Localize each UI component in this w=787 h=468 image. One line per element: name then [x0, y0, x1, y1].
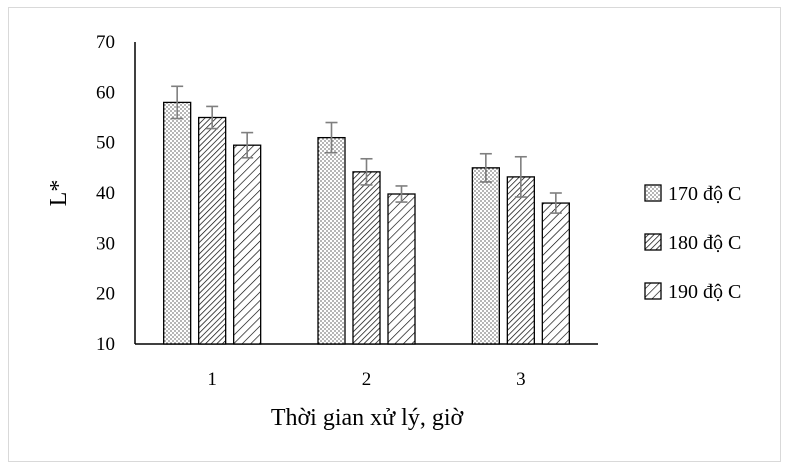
- y-tick-label: 60: [96, 82, 115, 103]
- y-tick-label: 30: [96, 233, 115, 254]
- legend: 170 độ C 180 độ C 190 độ C: [644, 183, 741, 303]
- legend-item: 180 độ C: [644, 232, 741, 254]
- bar-170-độ-C-2: [317, 136, 346, 345]
- y-tick-label: 40: [96, 183, 115, 204]
- x-axis-title: Thời gian xử lý, giờ: [271, 405, 464, 431]
- legend-item: 170 độ C: [644, 183, 741, 205]
- error-bar: [241, 131, 254, 159]
- y-tick-label: 10: [96, 334, 115, 355]
- y-tick-label: 70: [96, 32, 115, 53]
- bar-170-độ-C-3: [471, 167, 500, 345]
- bar-180-độ-C-1: [198, 116, 227, 345]
- bar-190-độ-C-2: [387, 193, 416, 345]
- x-tick-label: 1: [207, 369, 217, 390]
- error-bar: [549, 192, 562, 214]
- bar-170-độ-C-1: [163, 101, 192, 345]
- legend-swatch: [644, 233, 662, 251]
- bar-190-độ-C-1: [233, 144, 262, 345]
- y-tick-label: 50: [96, 133, 115, 154]
- legend-label: 170 độ C: [668, 183, 741, 205]
- legend-item: 190 độ C: [644, 281, 741, 303]
- legend-swatch: [644, 184, 662, 202]
- error-bar: [395, 185, 408, 203]
- error-bar: [325, 121, 338, 154]
- bar-180-độ-C-2: [352, 171, 381, 345]
- legend-label: 190 độ C: [668, 281, 741, 303]
- error-bar: [206, 105, 219, 130]
- error-bar: [360, 157, 373, 186]
- y-axis-title: L*: [46, 180, 72, 207]
- x-tick-label: 3: [516, 369, 526, 390]
- error-bar: [171, 85, 184, 120]
- x-tick-label: 2: [362, 369, 372, 390]
- legend-swatch: [644, 282, 662, 300]
- bar-180-độ-C-3: [506, 176, 535, 345]
- error-bar: [479, 152, 492, 183]
- legend-label: 180 độ C: [668, 232, 741, 254]
- bar-190-độ-C-3: [541, 202, 570, 345]
- error-bar: [514, 155, 527, 198]
- y-tick-label: 20: [96, 284, 115, 305]
